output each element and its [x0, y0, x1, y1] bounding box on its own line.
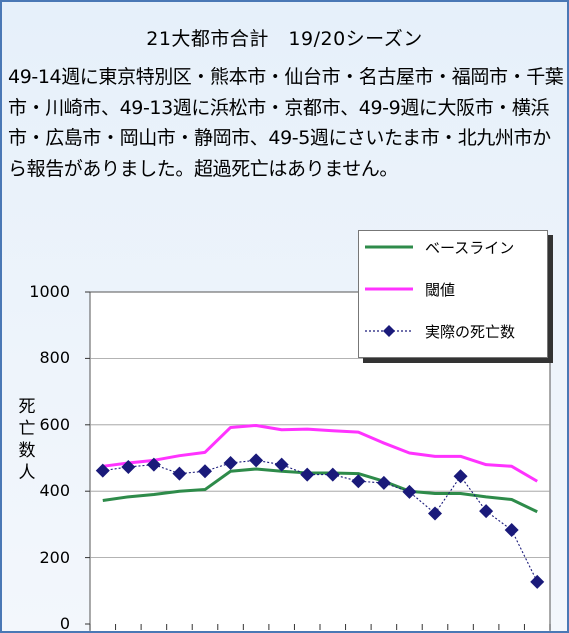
y-tick-label: 600: [39, 414, 70, 434]
y-tick-label: 800: [39, 348, 70, 368]
series-line-2: [102, 459, 538, 583]
data-point-marker: [325, 467, 340, 482]
data-point-marker: [249, 453, 264, 468]
y-axis-label: 死亡数人: [18, 397, 36, 483]
chart-legend: ベースライン 閾値 実際の死亡数: [358, 230, 548, 358]
data-point-marker: [351, 474, 366, 489]
data-point-marker: [121, 459, 136, 474]
data-point-marker: [479, 504, 494, 519]
data-point-marker: [300, 467, 315, 482]
legend-swatch-baseline: [365, 245, 413, 249]
chart-title: 21大都市合計 19/20シーズン: [146, 28, 423, 50]
legend-item-baseline: ベースライン: [359, 235, 547, 259]
data-point-marker: [172, 466, 187, 481]
legend-item-threshold: 閾値: [359, 277, 547, 301]
legend-label-threshold: 閾値: [425, 281, 456, 299]
legend-label-baseline: ベースライン: [425, 239, 515, 257]
y-tick-label: 400: [39, 481, 70, 501]
legend-item-actual: 実際の死亡数: [359, 319, 547, 343]
data-point-marker: [223, 455, 238, 470]
legend-label-actual: 実際の死亡数: [425, 323, 516, 341]
data-point-marker: [504, 523, 519, 538]
data-point-marker: [402, 484, 417, 499]
data-point-marker: [376, 475, 391, 490]
data-point-marker: [274, 457, 289, 472]
data-point-marker: [146, 457, 161, 472]
report-description: 49-14週に東京特別区・熊本市・仙台市・名古屋市・福岡市・千葉市・川崎市、49…: [8, 66, 564, 180]
data-point-marker: [530, 574, 545, 589]
y-tick-label: 1000: [29, 282, 70, 301]
data-point-marker: [453, 469, 468, 484]
data-point-marker: [428, 506, 442, 521]
y-tick-label: 200: [39, 547, 70, 567]
series-line-1: [102, 423, 538, 483]
series-line-0: [102, 467, 538, 514]
data-point-marker: [95, 463, 110, 478]
y-tick-label: 0: [59, 614, 70, 633]
data-point-marker: [198, 464, 212, 479]
legend-swatch-actual: [365, 325, 413, 337]
legend-swatch-threshold: [365, 287, 413, 291]
